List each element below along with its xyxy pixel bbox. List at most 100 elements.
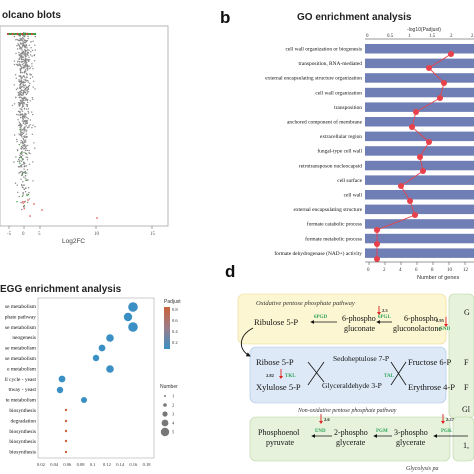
volcano-point — [25, 122, 27, 125]
volcano-point — [26, 89, 28, 91]
go-bar — [365, 58, 474, 69]
kegg-term-label: biosynthesis — [9, 408, 36, 414]
volcano-point — [19, 108, 21, 110]
kegg-term-label: se metabolism — [5, 304, 37, 310]
kegg-title: EGG enrichment analysis — [0, 284, 122, 295]
nonox-ppp-title: Non-oxidative pentose phosphate pathway — [297, 408, 397, 414]
volcano-point — [27, 144, 29, 147]
volcano-point — [27, 112, 30, 114]
volcano-point — [28, 198, 31, 200]
volcano-point — [18, 58, 20, 60]
volcano-point — [13, 35, 16, 38]
volcano-point — [25, 65, 28, 67]
volcano-point — [22, 103, 24, 106]
volcano-point — [24, 170, 27, 172]
volcano-point — [26, 99, 28, 102]
volcano-point — [23, 107, 26, 110]
volcano-point — [16, 149, 19, 151]
volcano-point — [23, 79, 25, 81]
volcano-point — [17, 166, 20, 168]
volcano-point — [29, 54, 32, 56]
volcano-point — [19, 42, 22, 44]
volcano-point — [27, 85, 30, 88]
enzyme-end: END — [315, 429, 326, 434]
volcano-point — [19, 103, 21, 105]
volcano-point — [23, 176, 25, 178]
kegg-point — [58, 375, 66, 383]
volcano-point — [21, 46, 23, 48]
volcano-point — [25, 179, 28, 181]
volcano-point — [41, 209, 43, 211]
volcano-point — [22, 187, 24, 189]
volcano-point — [18, 54, 20, 56]
volcano-point — [19, 128, 21, 131]
volcano-point — [32, 113, 34, 116]
volcano-point — [20, 102, 23, 105]
volcano-point — [21, 58, 23, 61]
volcano-point — [19, 105, 21, 107]
volcano-point — [13, 60, 16, 62]
go-point — [417, 154, 423, 160]
volcano-point — [24, 80, 27, 82]
volcano-point — [31, 49, 34, 52]
volcano-point — [22, 56, 24, 58]
volcano-point — [22, 63, 24, 65]
go-term-label: cell wall organization or biogenesis — [285, 47, 362, 53]
go-term-label: cell wall organization — [315, 90, 362, 96]
volcano-point — [19, 64, 21, 66]
pathway-diagram: Oxidative pentose phosphate pathway Non-… — [237, 293, 474, 472]
volcano-point — [23, 87, 25, 89]
go-point — [413, 109, 419, 115]
kegg-point — [123, 312, 133, 322]
volcano-point — [23, 206, 25, 208]
volcano-point — [23, 142, 25, 144]
volcano-point — [13, 161, 15, 163]
volcano-point — [23, 140, 26, 142]
kegg-padj-value: 0.6 — [172, 318, 178, 323]
volcano-point — [34, 32, 37, 36]
metabolite-xylulose: Xylulose 5-P — [256, 382, 301, 392]
volcano-point — [33, 203, 35, 205]
volcano-point — [34, 126, 36, 128]
volcano-point — [26, 74, 28, 76]
go-bar — [365, 248, 474, 258]
volcano-point — [24, 149, 27, 152]
volcano-point — [28, 56, 30, 58]
volcano-point — [23, 81, 25, 83]
fold-6pgd: 2.3 — [382, 308, 388, 313]
volcano-point — [24, 87, 27, 90]
volcano-point — [19, 126, 21, 129]
volcano-point — [22, 105, 25, 107]
volcano-point — [22, 85, 25, 87]
volcano-point — [28, 59, 31, 61]
volcano-point — [24, 112, 26, 115]
volcano-point — [19, 37, 21, 39]
volcano-point — [25, 108, 28, 110]
volcano-point — [22, 115, 24, 117]
volcano-point — [18, 124, 20, 127]
volcano-point — [32, 180, 34, 182]
volcano-point — [13, 103, 16, 105]
volcano-point — [27, 199, 29, 201]
volcano-point — [21, 64, 23, 66]
volcano-point — [29, 73, 31, 75]
go-point — [426, 139, 432, 145]
volcano-tick-label: -5 — [7, 232, 12, 237]
volcano-point — [15, 88, 18, 91]
volcano-point — [14, 182, 17, 184]
volcano-point — [26, 67, 29, 69]
volcano-point — [20, 91, 23, 94]
volcano-point — [33, 142, 35, 144]
volcano-point — [19, 93, 21, 95]
volcano-point — [24, 49, 26, 51]
edge-label-f2: F — [464, 383, 469, 392]
volcano-point — [21, 97, 23, 100]
volcano-point — [26, 105, 28, 108]
volcano-point — [21, 100, 23, 103]
go-point — [441, 80, 447, 86]
volcano-tick-label: 0 — [22, 232, 25, 237]
volcano-point — [24, 200, 26, 202]
volcano-point — [96, 217, 98, 219]
volcano-point — [23, 59, 25, 61]
volcano-point — [30, 32, 34, 36]
